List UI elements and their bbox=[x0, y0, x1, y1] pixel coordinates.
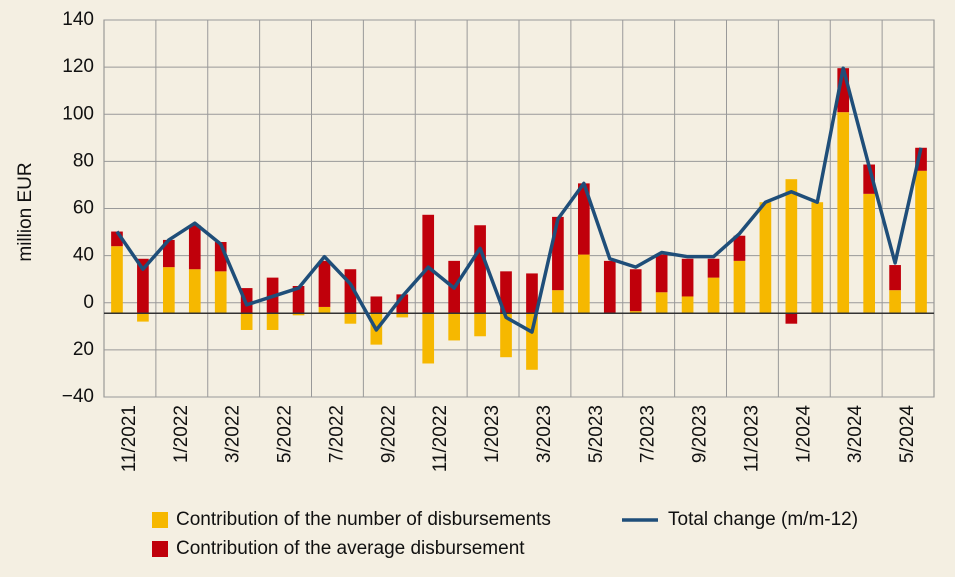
bar bbox=[188, 269, 201, 314]
bar bbox=[422, 313, 435, 364]
legend-label: Contribution of the number of disburseme… bbox=[176, 509, 551, 530]
bar bbox=[707, 258, 720, 278]
y-tick-label: 100 bbox=[62, 103, 94, 124]
bar bbox=[163, 267, 175, 314]
bar bbox=[240, 313, 253, 330]
bar bbox=[474, 225, 486, 314]
x-tick-label: 11/2022 bbox=[430, 405, 451, 472]
bar bbox=[915, 170, 927, 314]
x-tick-label: 11/2023 bbox=[741, 405, 762, 472]
bar bbox=[552, 216, 564, 291]
bar bbox=[707, 277, 720, 314]
y-tick-label: 40 bbox=[73, 245, 94, 266]
x-tick-label: 11/2021 bbox=[119, 405, 140, 472]
bar bbox=[344, 313, 357, 324]
bar bbox=[578, 254, 590, 314]
legend-swatch bbox=[152, 512, 168, 528]
bar bbox=[889, 290, 901, 314]
bar bbox=[500, 313, 512, 358]
y-tick-label: 20 bbox=[73, 339, 94, 360]
x-tick-label: 9/2022 bbox=[378, 405, 399, 463]
legend-swatch bbox=[152, 541, 168, 557]
bar bbox=[370, 296, 383, 314]
y-tick-label: 80 bbox=[73, 150, 94, 171]
bar bbox=[292, 285, 305, 314]
bar bbox=[629, 311, 642, 314]
bar bbox=[137, 313, 149, 322]
y-tick-label: 60 bbox=[73, 198, 94, 219]
bar bbox=[422, 214, 435, 314]
bar bbox=[163, 239, 175, 268]
x-tick-label: 7/2022 bbox=[326, 405, 347, 463]
x-tick-label: 9/2023 bbox=[690, 405, 711, 463]
x-tick-label: 5/2023 bbox=[586, 405, 607, 463]
bar bbox=[889, 265, 901, 291]
bar bbox=[863, 193, 875, 314]
y-tick-label: 0 bbox=[83, 292, 94, 313]
bar bbox=[681, 296, 694, 314]
bar bbox=[448, 313, 460, 341]
bar bbox=[188, 225, 201, 270]
bar bbox=[837, 68, 850, 113]
bar bbox=[759, 202, 772, 314]
bar bbox=[785, 313, 798, 324]
bar bbox=[785, 179, 798, 314]
bar bbox=[214, 242, 227, 272]
x-tick-label: 7/2023 bbox=[638, 405, 659, 463]
bar bbox=[629, 269, 642, 312]
bar bbox=[500, 271, 512, 314]
x-tick-label: 3/2023 bbox=[534, 405, 555, 463]
y-axis-label: million EUR bbox=[15, 162, 36, 261]
bar bbox=[111, 231, 123, 247]
x-tick-label: 1/2023 bbox=[482, 405, 503, 463]
bar bbox=[915, 147, 927, 171]
x-tick-label: 1/2024 bbox=[793, 405, 814, 464]
bar bbox=[137, 258, 149, 314]
y-tick-label: 120 bbox=[62, 56, 94, 77]
bar bbox=[655, 254, 668, 293]
x-tick-label: 5/2022 bbox=[275, 405, 296, 463]
bar bbox=[863, 164, 875, 194]
bar bbox=[526, 313, 538, 370]
bar bbox=[111, 246, 123, 314]
bar bbox=[474, 313, 486, 337]
x-tick-label: 3/2022 bbox=[223, 405, 244, 463]
bar bbox=[292, 313, 305, 316]
x-tick-label: 1/2022 bbox=[171, 405, 192, 463]
legend-label: Contribution of the average disbursement bbox=[176, 538, 525, 559]
x-tick-label: 5/2024 bbox=[897, 405, 918, 464]
bar bbox=[733, 260, 746, 314]
bar bbox=[318, 260, 331, 307]
bar bbox=[733, 235, 746, 261]
bar bbox=[396, 294, 409, 314]
bar bbox=[318, 306, 331, 314]
bar bbox=[578, 183, 590, 255]
bar bbox=[526, 273, 538, 314]
line bbox=[115, 66, 923, 334]
bar bbox=[396, 313, 409, 318]
y-tick-label: −40 bbox=[62, 386, 94, 407]
bar bbox=[344, 269, 357, 314]
bar bbox=[266, 313, 279, 330]
bar bbox=[681, 258, 694, 297]
bar bbox=[603, 260, 616, 314]
bar bbox=[552, 290, 564, 314]
y-tick-label: 140 bbox=[62, 9, 94, 30]
legend-label: Total change (m/m-12) bbox=[668, 509, 858, 530]
bar bbox=[214, 271, 227, 314]
bar bbox=[837, 112, 850, 314]
x-tick-label: 3/2024 bbox=[845, 405, 866, 464]
bar bbox=[811, 202, 824, 314]
bar bbox=[655, 292, 668, 314]
